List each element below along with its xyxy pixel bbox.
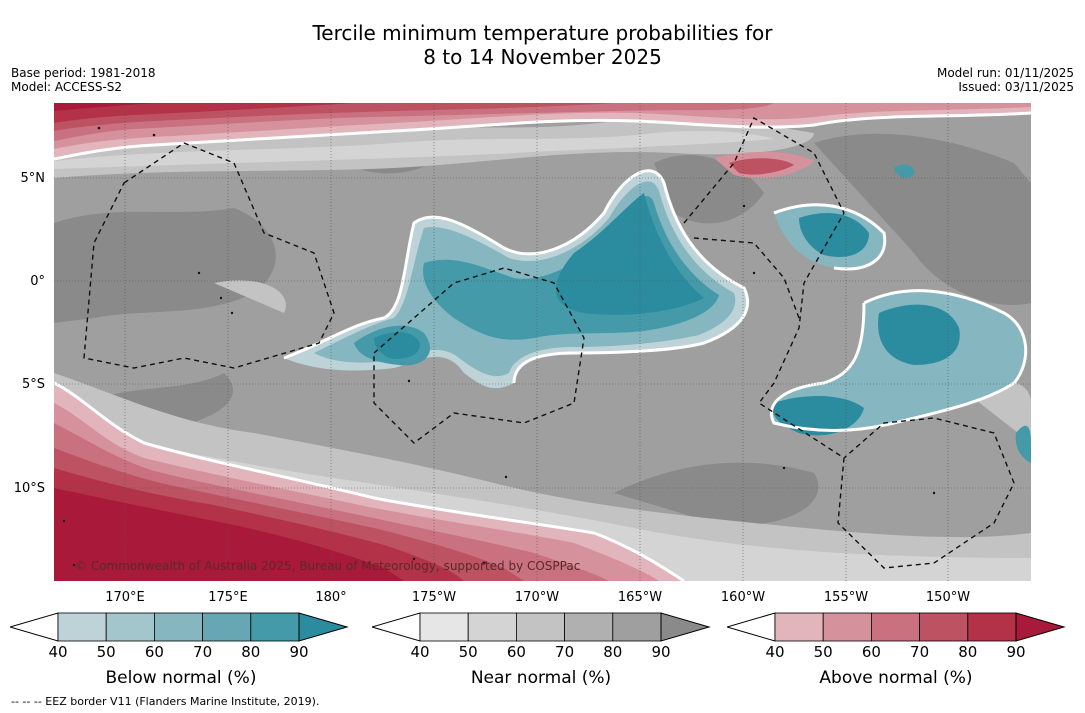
- colorbar-near: [372, 612, 711, 642]
- lon-label-175e: 175°E: [208, 590, 248, 605]
- colorbar-near-segment: [515, 612, 565, 642]
- colorbar-below-segment: [202, 612, 252, 642]
- colorbar-near-tick: 50: [458, 643, 478, 661]
- title-line-1: Tercile minimum temperature probabilitie…: [312, 21, 773, 45]
- above-normal-north: [54, 103, 1031, 179]
- title-line-2: 8 to 14 November 2025: [423, 45, 662, 69]
- copyright-notice: © Commonwealth of Australia 2025, Bureau…: [75, 559, 581, 573]
- map-title: Tercile minimum temperature probabilitie…: [0, 21, 1085, 69]
- colorbar-above-segments: [774, 612, 1017, 642]
- colorbar-near-tick: 40: [410, 643, 430, 661]
- lon-label-180: 180°: [315, 590, 347, 605]
- below-normal-east: [771, 164, 1031, 463]
- below-normal-central: [284, 170, 748, 389]
- colorbar-above-tick: 60: [861, 643, 881, 661]
- colorbar-below-max-arrow: [298, 612, 349, 642]
- colorbar-above-tick: 90: [1006, 643, 1026, 661]
- colorbar-above-segment: [967, 612, 1017, 642]
- model-name: Model: ACCESS-S2: [11, 80, 123, 94]
- colorbar-above: [727, 612, 1066, 642]
- lon-label-175w: 175°W: [411, 590, 457, 605]
- colorbar-below-segment: [250, 612, 300, 642]
- colorbar-near-tick: 70: [555, 643, 575, 661]
- colorbar-near-tick: 90: [651, 643, 671, 661]
- issued-date: Issued: 03/11/2025: [958, 80, 1074, 94]
- colorbar-near-segment: [467, 612, 517, 642]
- colorbar-below-tick: 50: [96, 643, 116, 661]
- probability-map: [54, 103, 1031, 581]
- colorbar-below-tick: 80: [241, 643, 261, 661]
- eez-borders: [83, 117, 1015, 569]
- graticule: [54, 103, 1031, 581]
- lon-label-165w: 165°W: [617, 590, 663, 605]
- lon-label-170e: 170°E: [105, 590, 145, 605]
- colorbar-label-above: Above normal (%): [819, 668, 973, 688]
- colorbar-above-max-arrow: [1015, 612, 1066, 642]
- above-normal-south: [54, 383, 684, 581]
- colorbar-above-min-arrow: [727, 612, 776, 642]
- colorbar-below-segment: [105, 612, 155, 642]
- colorbar-label-below: Below normal (%): [105, 668, 257, 688]
- base-period: Base period: 1981-2018: [11, 66, 156, 80]
- colorbar-below-tick: 60: [144, 643, 164, 661]
- lat-label-5s: 5°S: [21, 377, 45, 392]
- colorbar-above-tick: 50: [813, 643, 833, 661]
- model-run: Model run: 01/11/2025: [936, 66, 1074, 80]
- colorbar-above-segment: [822, 612, 872, 642]
- islands: [62, 126, 936, 567]
- colorbar-above-segment: [919, 612, 969, 642]
- colorbar-below-tick: 90: [289, 643, 309, 661]
- colorbar-below-tick: 40: [48, 643, 68, 661]
- colorbar-near-min-arrow: [372, 612, 421, 642]
- colorbar-below-segments: [57, 612, 300, 642]
- lat-label-10s: 10°S: [13, 481, 45, 496]
- colorbar-above-tick: 40: [765, 643, 785, 661]
- colorbar-near-segments: [419, 612, 662, 642]
- colorbar-below-min-arrow: [10, 612, 59, 642]
- colorbar-near-segment: [564, 612, 614, 642]
- lon-label-150w: 150°W: [925, 590, 971, 605]
- colorbar-near-tick: 80: [603, 643, 623, 661]
- colorbar-above-tick: 70: [910, 643, 930, 661]
- colorbar-above-segment: [870, 612, 920, 642]
- colorbar-below: [10, 612, 349, 642]
- colorbar-above-segment: [774, 612, 824, 642]
- colorbar-below-tick: 70: [193, 643, 213, 661]
- colorbar-above-tick: 80: [958, 643, 978, 661]
- colorbar-label-near: Near normal (%): [470, 668, 612, 688]
- meta-right: Model run: 01/11/2025 Issued: 03/11/2025: [937, 66, 1074, 94]
- lon-label-170w: 170°W: [514, 590, 560, 605]
- probability-contours: [54, 111, 1031, 581]
- meta-left: Base period: 1981-2018 Model: ACCESS-S2: [11, 66, 156, 94]
- eez-legend: -- -- -- EEZ border V11 (Flanders Marine…: [11, 695, 320, 708]
- lon-label-155w: 155°W: [823, 590, 869, 605]
- colorbar-below-segment: [57, 612, 107, 642]
- colorbar-below-segment: [153, 612, 203, 642]
- colorbar-near-segment: [419, 612, 469, 642]
- colorbar-near-segment: [612, 612, 662, 642]
- colorbar-near-tick: 60: [506, 643, 526, 661]
- colorbar-near-max-arrow: [660, 612, 711, 642]
- lon-label-160w: 160°W: [720, 590, 766, 605]
- lat-label-0: 0°: [30, 274, 45, 289]
- lat-label-5n: 5°N: [20, 171, 46, 186]
